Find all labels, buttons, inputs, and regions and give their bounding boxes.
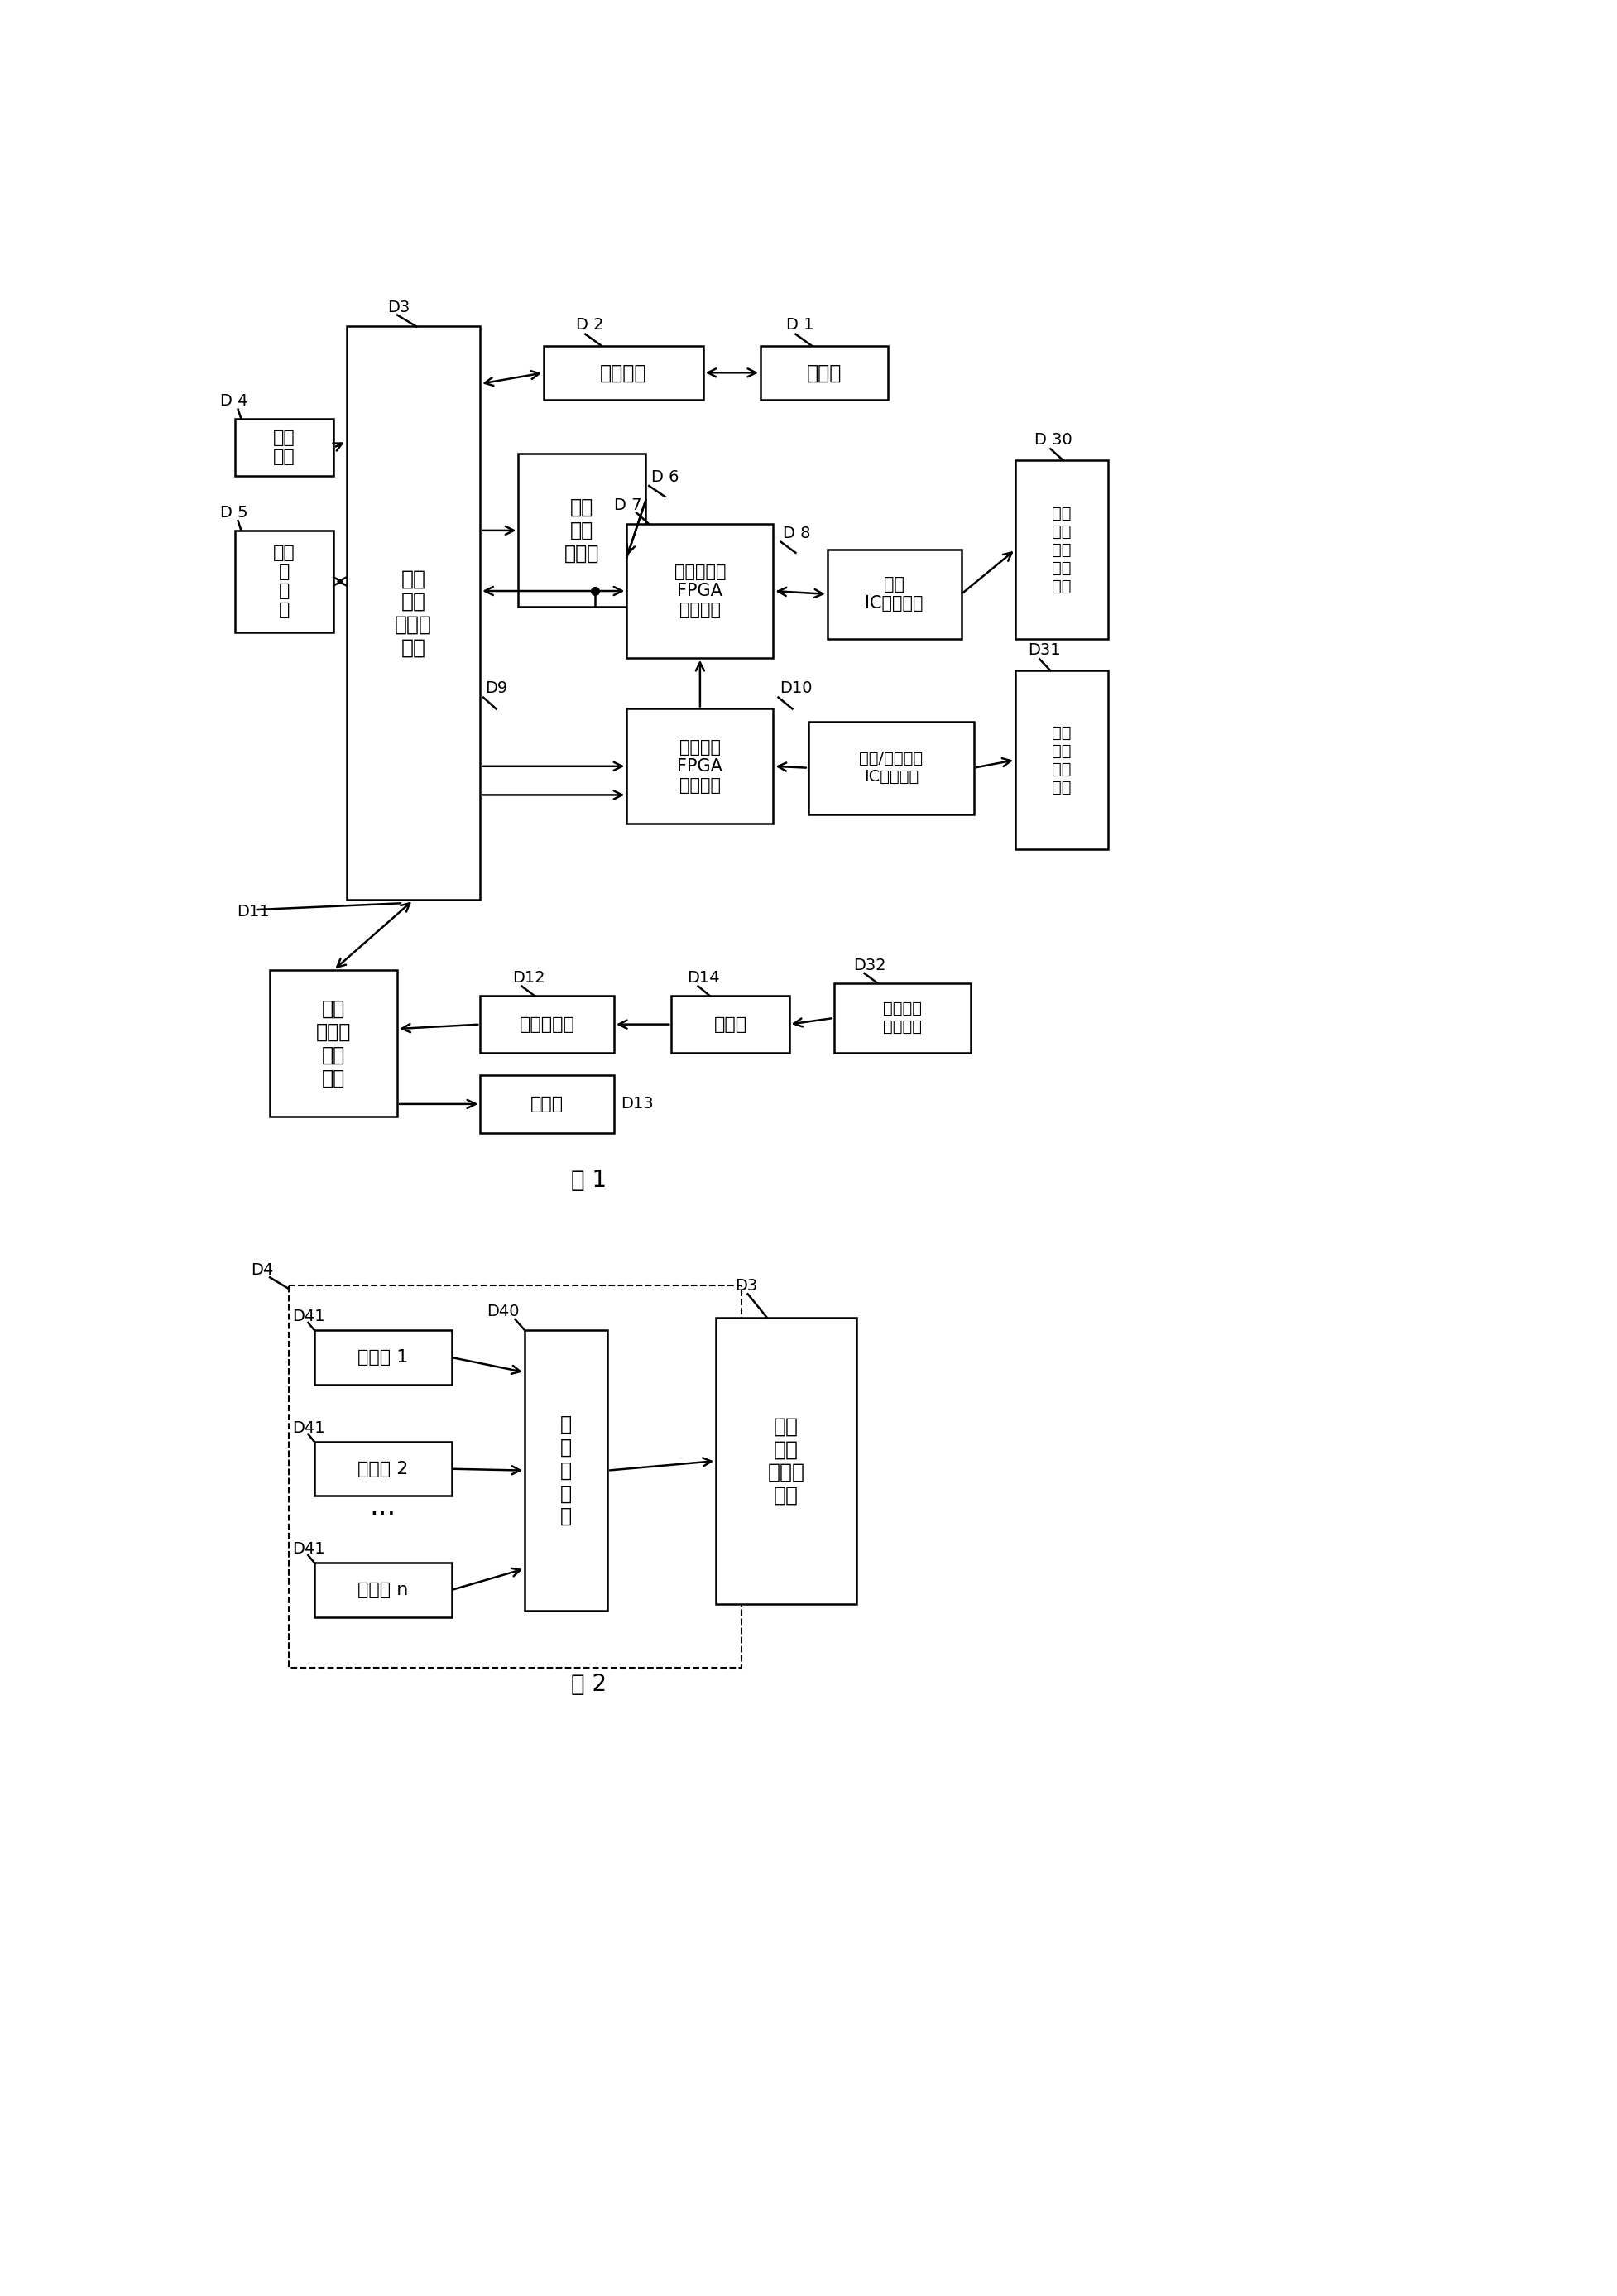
Text: 宿主机: 宿主机 bbox=[807, 363, 842, 383]
Bar bbox=[1015, 459, 1108, 638]
Text: 目标系统
输出信号: 目标系统 输出信号 bbox=[883, 1001, 922, 1035]
Bar bbox=[314, 1564, 451, 1616]
Bar bbox=[314, 1442, 451, 1497]
Bar bbox=[480, 996, 614, 1054]
Bar bbox=[1015, 670, 1108, 850]
Text: D41: D41 bbox=[293, 1419, 325, 1435]
Text: 图 1: 图 1 bbox=[571, 1169, 606, 1192]
Bar bbox=[270, 971, 398, 1116]
Text: D 1: D 1 bbox=[786, 317, 813, 333]
Text: 多路
输出
选择器: 多路 输出 选择器 bbox=[564, 498, 600, 563]
Text: 通讯电路: 通讯电路 bbox=[600, 363, 647, 383]
Text: D10: D10 bbox=[779, 680, 812, 696]
Text: 注入
控制
单片机
电路: 注入 控制 单片机 电路 bbox=[768, 1417, 805, 1506]
Text: 显示器: 显示器 bbox=[530, 1095, 564, 1111]
Text: D 8: D 8 bbox=[783, 526, 810, 542]
Bar bbox=[234, 530, 333, 631]
Text: D40: D40 bbox=[487, 1304, 519, 1318]
Bar bbox=[834, 983, 970, 1054]
Text: D 30: D 30 bbox=[1035, 432, 1072, 448]
Text: D41: D41 bbox=[293, 1541, 325, 1557]
Bar bbox=[627, 709, 773, 824]
Text: 时钟源 2: 时钟源 2 bbox=[357, 1460, 409, 1476]
Text: 监视
单片机
控制
电路: 监视 单片机 控制 电路 bbox=[315, 999, 351, 1088]
Bar bbox=[526, 1329, 608, 1612]
Text: D13: D13 bbox=[621, 1095, 653, 1111]
Bar bbox=[289, 1286, 742, 1669]
Text: D31: D31 bbox=[1028, 643, 1061, 659]
Bar bbox=[828, 549, 960, 638]
Text: 目标
系统
总线
芯片: 目标 系统 总线 芯片 bbox=[1053, 726, 1072, 794]
Bar bbox=[671, 996, 789, 1054]
Text: 时钟源 n: 时钟源 n bbox=[357, 1582, 409, 1598]
Bar bbox=[234, 418, 333, 475]
Bar bbox=[716, 1318, 855, 1605]
Text: D3: D3 bbox=[736, 1279, 758, 1293]
Text: D4: D4 bbox=[251, 1263, 273, 1277]
Text: 注入、检测
FPGA
控制电路: 注入、检测 FPGA 控制电路 bbox=[674, 563, 726, 618]
Bar bbox=[808, 721, 973, 815]
Text: 时钟源 1: 时钟源 1 bbox=[357, 1350, 409, 1366]
Text: 目标
系统
注入
目标
芯片: 目标 系统 注入 目标 芯片 bbox=[1053, 505, 1072, 595]
Text: 图 2: 图 2 bbox=[571, 1671, 606, 1694]
Bar bbox=[480, 1075, 614, 1132]
Text: D41: D41 bbox=[293, 1309, 325, 1325]
Text: 多
选
一
开
关: 多 选 一 开 关 bbox=[561, 1414, 572, 1527]
Text: D14: D14 bbox=[687, 969, 720, 985]
Bar bbox=[314, 1329, 451, 1384]
Text: 地址/周期采样
IC测试夹具: 地址/周期采样 IC测试夹具 bbox=[859, 751, 923, 785]
Bar bbox=[346, 326, 480, 900]
Bar bbox=[519, 455, 645, 606]
Text: 连接器: 连接器 bbox=[713, 1017, 747, 1033]
Text: 时钟
电路: 时钟 电路 bbox=[273, 429, 296, 466]
Text: 目标触发
FPGA
控制电路: 目标触发 FPGA 控制电路 bbox=[678, 739, 723, 794]
Text: D11: D11 bbox=[236, 905, 270, 918]
Text: D 7: D 7 bbox=[614, 498, 642, 512]
Bar bbox=[760, 347, 888, 400]
Text: D 2: D 2 bbox=[576, 317, 603, 333]
Text: ···: ··· bbox=[370, 1502, 396, 1529]
Bar bbox=[543, 347, 703, 400]
Bar bbox=[627, 523, 773, 659]
Text: 看门狗电路: 看门狗电路 bbox=[519, 1017, 574, 1033]
Text: D 5: D 5 bbox=[220, 505, 247, 521]
Text: D9: D9 bbox=[485, 680, 508, 696]
Text: D 4: D 4 bbox=[220, 393, 247, 409]
Text: 外部
存
储
器: 外部 存 储 器 bbox=[273, 544, 296, 618]
Text: D12: D12 bbox=[513, 969, 545, 985]
Text: D 6: D 6 bbox=[652, 471, 679, 484]
Text: D32: D32 bbox=[852, 957, 886, 974]
Text: D3: D3 bbox=[388, 298, 411, 315]
Text: 注入
IC测试夹具: 注入 IC测试夹具 bbox=[865, 576, 923, 613]
Text: 注入
控制
单片机
电路: 注入 控制 单片机 电路 bbox=[395, 569, 432, 657]
